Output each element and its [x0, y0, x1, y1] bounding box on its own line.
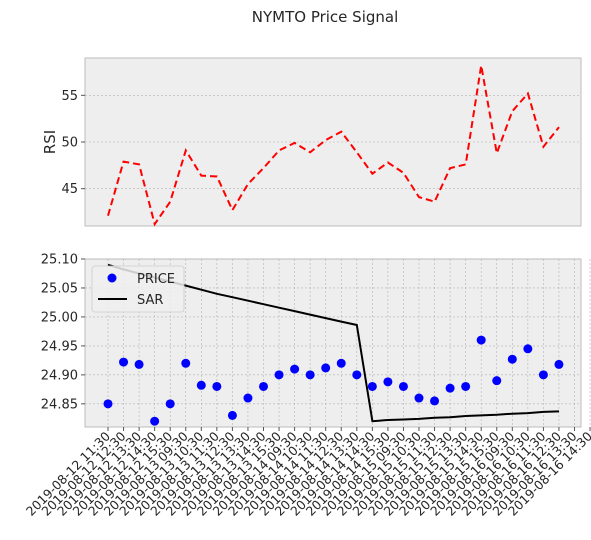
y-tick-label: 24.90: [41, 368, 78, 383]
price-point: [383, 377, 393, 387]
price-point: [336, 358, 346, 368]
price-point: [507, 354, 517, 364]
y-tick-label: 25.05: [41, 281, 78, 296]
price-point: [305, 370, 315, 380]
y-tick-label: 24.85: [41, 397, 78, 412]
y-tick-label: 25.10: [41, 253, 78, 268]
price-point: [430, 396, 440, 406]
price-point: [165, 399, 175, 409]
price-point: [134, 359, 144, 369]
rsi-axes: 45 50 55 RSI: [41, 57, 582, 227]
price-point: [259, 381, 268, 391]
y-axis-label: RSI: [41, 130, 59, 154]
legend-marker-price: [107, 273, 117, 283]
price-point: [367, 381, 377, 391]
price-point: [243, 393, 253, 403]
price-point: [461, 381, 471, 391]
y-tick-label: 25.00: [41, 310, 78, 325]
legend: PRICE SAR: [91, 265, 185, 313]
price-point: [492, 376, 502, 386]
price-point: [290, 364, 300, 374]
price-point: [352, 370, 362, 380]
chart-title: NYMTO Price Signal: [252, 8, 399, 26]
rsi-line: [107, 65, 560, 227]
price-point: [227, 410, 237, 420]
price-sar-axes: 24.8524.9024.9525.0025.0525.102019-08-12…: [23, 253, 591, 519]
price-point: [554, 359, 564, 369]
y-tick-label: 45: [61, 182, 78, 197]
price-point: [274, 370, 284, 380]
legend-label: SAR: [137, 293, 163, 308]
price-point: [196, 380, 206, 390]
price-point: [414, 393, 424, 403]
price-point: [398, 381, 408, 391]
price-point: [476, 335, 486, 345]
y-tick-label: 50: [61, 136, 78, 151]
price-point: [181, 358, 191, 368]
price-point: [212, 381, 222, 391]
y-tick-label: 55: [61, 89, 78, 104]
price-point: [150, 416, 160, 426]
price-point: [321, 363, 331, 373]
price-point: [523, 344, 533, 354]
legend-label: PRICE: [137, 272, 175, 287]
y-tick-label: 24.95: [41, 339, 78, 354]
price-point: [103, 399, 113, 409]
price-point: [538, 370, 548, 380]
price-point: [445, 383, 455, 393]
price-point: [119, 357, 129, 367]
